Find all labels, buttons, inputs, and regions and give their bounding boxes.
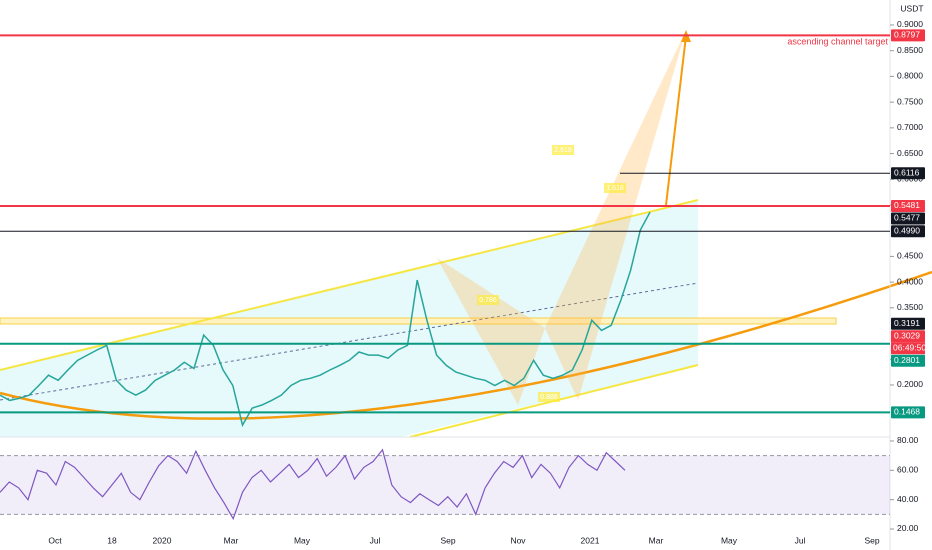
- pattern: [437, 258, 545, 405]
- x-tick-label: Nov: [510, 535, 526, 545]
- price-label-bg: [891, 167, 925, 180]
- y-tick-label: 0.7000: [897, 122, 923, 132]
- countdown: 06:49:50: [893, 342, 926, 352]
- arrow: [665, 35, 687, 206]
- y-tick-label: 0.4000: [897, 276, 923, 286]
- x-tick-label: Sep: [864, 535, 879, 545]
- pattern-label-bg: [604, 183, 626, 193]
- channel-upper: [0, 199, 699, 371]
- price-label: 0.2801: [894, 355, 920, 365]
- price-line: [0, 211, 651, 428]
- pattern-label: 0.786: [479, 297, 497, 304]
- y-tick-label: 0.8000: [897, 71, 923, 81]
- x-tick-label: Oct: [48, 535, 62, 545]
- price-label: 0.3191: [894, 318, 920, 328]
- price-label-bg: [891, 406, 925, 419]
- channel-mid: [0, 282, 699, 401]
- price-label-bg: [891, 199, 925, 212]
- price-label-bg: [891, 212, 925, 225]
- annotation: ascending channel target: [787, 36, 888, 46]
- pattern-label: 2.618: [554, 147, 572, 154]
- y-tick-label: 0.4500: [897, 251, 923, 261]
- x-tick-label: May: [294, 535, 311, 545]
- x-tick-label: Jul: [795, 535, 806, 545]
- zone: [0, 317, 837, 325]
- x-tick-label: 2021: [581, 535, 600, 545]
- y-tick-label: 0.6500: [897, 148, 923, 158]
- price-label: 0.3029: [894, 330, 920, 340]
- x-tick-label: May: [721, 535, 738, 545]
- price-label-bg: [891, 354, 925, 367]
- x-tick-label: 2020: [153, 535, 172, 545]
- x-tick-label: Jul: [370, 535, 381, 545]
- rsi-band: [0, 455, 890, 515]
- price-label: 0.1468: [894, 407, 920, 417]
- x-tick-label: Mar: [649, 535, 664, 545]
- pattern-label-bg: [552, 145, 574, 155]
- rsi-line: [0, 448, 626, 521]
- pattern-label: 0.886: [540, 394, 558, 401]
- price-label: 0.4990: [894, 225, 920, 235]
- x-tick-label: Sep: [440, 535, 455, 545]
- pattern-label-bg: [538, 392, 560, 402]
- y-tick-label: 20.00: [897, 523, 919, 533]
- countdown-bg: [891, 342, 925, 355]
- x-tick-label: 18: [107, 535, 117, 545]
- y-tick-label: 60.00: [897, 465, 919, 475]
- price-label-bg: [891, 29, 925, 42]
- pattern: [545, 30, 686, 400]
- currency: USDT: [900, 3, 923, 13]
- price-label: 0.8797: [894, 30, 920, 40]
- pattern-label-bg: [477, 295, 499, 305]
- price-label: 0.5477: [894, 213, 920, 223]
- price-label-bg: [891, 317, 925, 330]
- y-tick-label: 0.7500: [897, 96, 923, 106]
- pattern-label: 1.618: [606, 185, 624, 192]
- price-label-bg: [891, 330, 925, 343]
- price-label: 0.6116: [894, 168, 920, 178]
- y-tick-label: 0.9000: [897, 19, 923, 29]
- x-tick-label: Mar: [224, 535, 239, 545]
- price-label: 0.5481: [894, 200, 920, 210]
- y-tick-label: 80.00: [897, 435, 919, 445]
- y-tick-label: 0.8500: [897, 45, 923, 55]
- price-label-bg: [891, 225, 925, 238]
- y-tick-label: 0.2000: [897, 379, 923, 389]
- y-tick-label: 40.00: [897, 494, 919, 504]
- y-tick-label: 0.3500: [897, 302, 923, 312]
